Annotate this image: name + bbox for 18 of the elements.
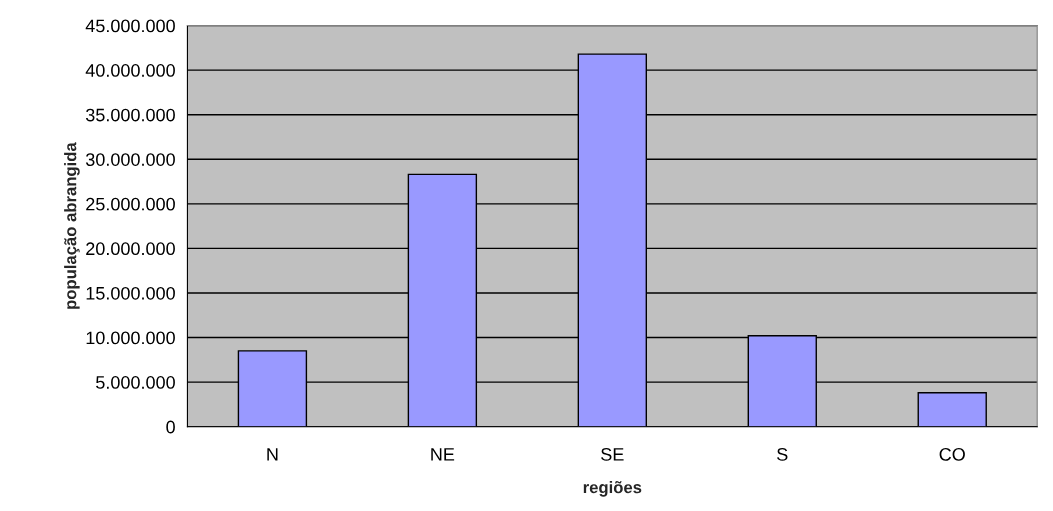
x-tick-label: CO bbox=[939, 448, 965, 461]
y-axis-title: população abrangida bbox=[64, 142, 80, 309]
y-tick-label: 20.000.000 bbox=[86, 242, 175, 256]
y-tick-label: 30.000.000 bbox=[85, 153, 175, 166]
y-tick-label: 15.000.000 bbox=[86, 286, 175, 300]
y-tick-label: 40.000.000 bbox=[85, 64, 175, 77]
y-tick-label: 35.000.000 bbox=[85, 108, 175, 122]
y-tick-label: 0 bbox=[166, 420, 175, 434]
y-tick-label: 5.000.000 bbox=[96, 376, 175, 389]
y-tick-label: 45.000.000 bbox=[85, 19, 175, 33]
bar bbox=[917, 392, 987, 427]
x-axis-title: regiões bbox=[583, 481, 642, 497]
y-tick-label: 10.000.000 bbox=[86, 331, 175, 345]
y-tick-label: 25.000.000 bbox=[86, 197, 175, 211]
x-tick-label: NE bbox=[431, 448, 455, 461]
x-tick-label: N bbox=[267, 448, 278, 461]
x-tick-label: S bbox=[777, 448, 788, 461]
x-tick-label: SE bbox=[601, 448, 624, 461]
